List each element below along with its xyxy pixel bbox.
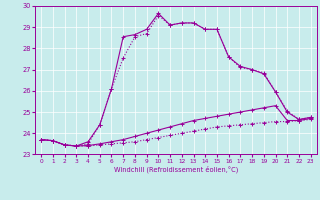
X-axis label: Windchill (Refroidissement éolien,°C): Windchill (Refroidissement éolien,°C) — [114, 165, 238, 173]
